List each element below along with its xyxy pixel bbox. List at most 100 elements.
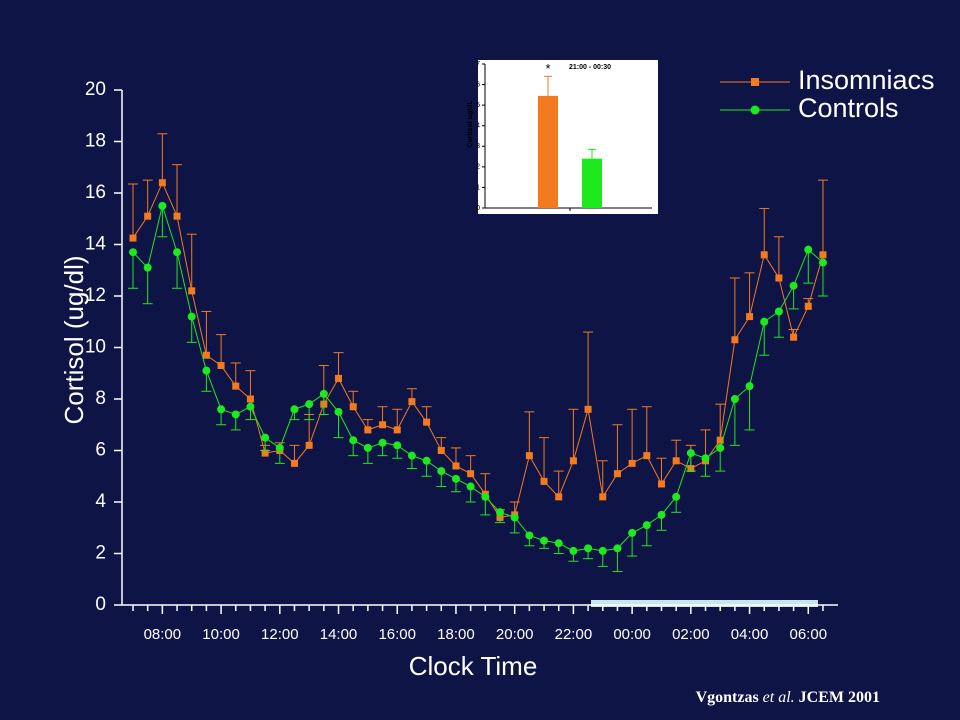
inset-y-tick-label: 1 [476, 184, 480, 191]
marker [672, 457, 680, 465]
marker [540, 477, 548, 485]
marker [775, 274, 783, 282]
marker [540, 536, 549, 545]
inset-y-axis-label: Cortisol ug/dL [467, 100, 474, 148]
marker [760, 317, 769, 326]
marker [202, 351, 210, 359]
significance-marker: * [545, 61, 550, 76]
inset-y-tick-label: 7 [476, 61, 480, 68]
inset-y-tick-label: 0 [476, 205, 480, 212]
marker [408, 398, 416, 406]
marker [407, 451, 416, 460]
marker [584, 405, 592, 413]
marker [643, 452, 651, 460]
marker [232, 382, 240, 390]
y-tick-label: 6 [95, 440, 106, 461]
marker [275, 443, 284, 452]
y-tick-label: 14 [85, 234, 107, 255]
marker [305, 400, 314, 409]
marker [217, 362, 225, 370]
inset-y-tick-label: 6 [476, 81, 480, 88]
marker [261, 449, 269, 457]
inset-y-tick-label: 5 [476, 102, 480, 109]
marker [599, 493, 607, 501]
marker [467, 470, 475, 478]
x-tick-label: 22:00 [555, 626, 593, 643]
x-tick-label: 14:00 [320, 626, 358, 643]
y-tick-label: 20 [85, 79, 106, 100]
marker [349, 436, 358, 445]
marker [437, 447, 445, 454]
marker [525, 452, 533, 460]
citation: Vgontzas et al. JCEM 2001 [696, 689, 880, 706]
y-tick-label: 12 [85, 285, 106, 306]
marker [790, 333, 798, 341]
marker [466, 482, 475, 491]
marker [716, 436, 724, 444]
marker [187, 312, 196, 321]
marker [569, 546, 578, 555]
marker [452, 462, 460, 470]
marker [158, 201, 167, 210]
inset-bar [582, 158, 602, 208]
marker [437, 467, 446, 476]
marker [481, 492, 490, 501]
x-tick-label: 18:00 [437, 626, 475, 643]
x-tick-label: 04:00 [731, 626, 769, 643]
inset-background [478, 60, 658, 214]
marker [774, 307, 783, 316]
x-tick-label: 06:00 [790, 626, 828, 643]
x-tick-label: 20:00 [496, 626, 534, 643]
inset-bar [538, 95, 558, 208]
marker [393, 426, 401, 434]
marker [334, 407, 343, 416]
legend-label: Controls [798, 93, 899, 123]
citation-author: Vgontzas [696, 689, 759, 706]
x-tick-label: 00:00 [613, 626, 651, 643]
marker [451, 474, 460, 483]
marker [804, 302, 812, 310]
marker [261, 433, 270, 442]
marker [745, 382, 754, 391]
marker [818, 258, 827, 267]
inset-y-tick-label: 3 [476, 143, 480, 150]
marker [686, 449, 695, 458]
marker [716, 443, 725, 452]
marker [701, 454, 710, 463]
marker [746, 313, 754, 321]
marker [143, 263, 152, 272]
y-tick-label: 4 [95, 491, 106, 512]
inset-y-tick-label: 2 [476, 164, 480, 171]
legend-label: Insomniacs [798, 65, 935, 95]
marker [584, 544, 593, 553]
marker [363, 443, 372, 452]
marker [760, 251, 768, 259]
marker [290, 459, 298, 467]
y-tick-label: 10 [85, 337, 106, 358]
x-axis-label: Clock Time [409, 651, 538, 681]
y-tick-label: 16 [85, 182, 106, 203]
legend-marker [750, 105, 760, 115]
marker [819, 251, 827, 259]
marker [657, 480, 665, 488]
marker [554, 539, 563, 548]
marker [202, 366, 211, 375]
x-tick-label: 10:00 [202, 626, 240, 643]
marker [731, 336, 739, 344]
marker [129, 234, 137, 242]
y-axis-label: Cortisol (ug/dl) [59, 255, 89, 424]
marker [379, 421, 387, 429]
marker [613, 470, 621, 478]
citation-etal: et al. [763, 689, 795, 706]
inset-title: 21:00 - 00:30 [569, 64, 611, 71]
legend-marker [751, 78, 759, 86]
marker [290, 405, 299, 414]
sleep-period-bar [591, 600, 818, 607]
marker [129, 248, 137, 257]
y-tick-label: 18 [85, 131, 106, 152]
marker [378, 438, 387, 447]
marker [335, 374, 343, 382]
marker [525, 531, 534, 540]
marker [144, 212, 152, 220]
